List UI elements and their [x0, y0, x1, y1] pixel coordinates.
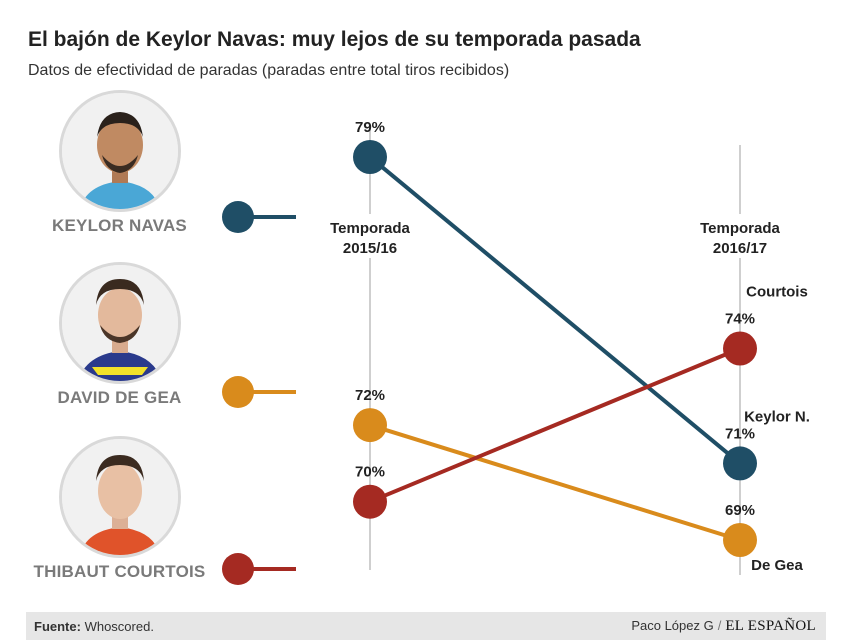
source-note: Fuente: Whoscored. [34, 619, 154, 634]
data-label-2-0: 70% [355, 464, 385, 481]
data-point-1-1 [723, 523, 757, 557]
category-label-0-line-1: 2015/16 [343, 240, 397, 257]
chart-title: El bajón de Keylor Navas: muy lejos de s… [28, 28, 641, 51]
author: Paco López G [631, 618, 714, 633]
keylor-navas-photo [58, 90, 181, 212]
data-point-0-0 [353, 140, 387, 174]
data-point-0-1 [723, 446, 757, 481]
data-label-1-1: 69% [725, 502, 755, 519]
source-label: Fuente: [34, 619, 81, 634]
category-label-1-line-0: Temporada [700, 220, 780, 237]
player-card-david-de-gea: DAVID DE GEA [22, 262, 217, 408]
series-line-2 [369, 346, 741, 504]
player-card-thibaut-courtois: THIBAUT COURTOIS [22, 436, 217, 582]
series-end-label-2: Courtois [746, 284, 808, 301]
thibaut-courtois-photo [58, 436, 181, 558]
series-end-label-0: Keylor N. [744, 408, 810, 425]
credit: Paco López G / EL ESPAÑOL [631, 618, 816, 635]
player-name: DAVID DE GEA [57, 388, 182, 407]
credit-separator: / [717, 618, 722, 633]
data-label-2-1: 74% [725, 311, 755, 328]
player-name: KEYLOR NAVAS [52, 216, 187, 235]
player-card-keylor-navas: KEYLOR NAVAS [22, 90, 217, 236]
data-point-2-1 [723, 331, 757, 366]
footer-bar: Fuente: Whoscored. Paco López G / EL ESPAÑ… [26, 612, 826, 640]
legend-marker-1 [222, 376, 254, 408]
data-label-1-0: 72% [355, 387, 385, 404]
player-name: THIBAUT COURTOIS [33, 562, 206, 581]
data-label-0-0: 79% [355, 119, 385, 136]
source-value: Whoscored. [84, 619, 154, 634]
data-point-1-0 [353, 408, 387, 443]
david-de-gea-photo [58, 262, 181, 384]
chart-subtitle: Datos de efectividad de paradas (paradas… [28, 62, 510, 79]
legend-marker-0 [222, 201, 254, 233]
legend-marker-2 [222, 553, 254, 585]
category-label-1-line-1: 2016/17 [713, 240, 767, 257]
series-line-0 [368, 155, 742, 465]
series-line-1 [369, 423, 741, 542]
category-label-0-line-0: Temporada [330, 220, 410, 237]
data-label-0-1: 71% [725, 425, 755, 442]
data-point-2-0 [353, 484, 387, 519]
series-end-label-1: De Gea [751, 557, 803, 574]
slope-chart: Temporada 2015/16 Temporada 2016/17 79% 71%Ke… [222, 119, 810, 585]
category-label-bg [688, 214, 792, 258]
publisher-logo: EL ESPAÑOL [725, 618, 816, 634]
shirt-shape [79, 181, 160, 209]
category-label-bg [318, 214, 422, 258]
